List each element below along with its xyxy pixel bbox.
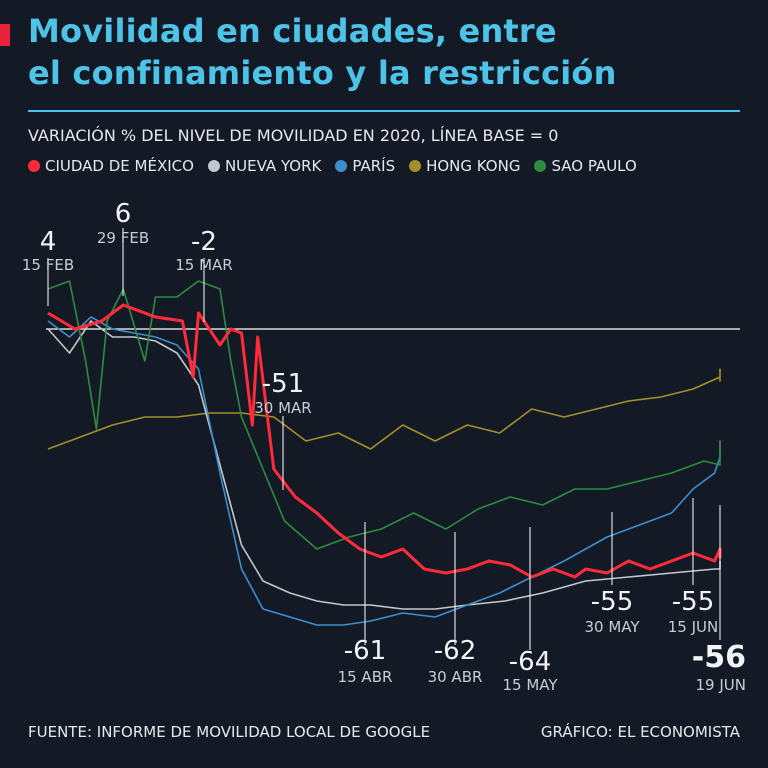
legend-item: NUEVA YORK xyxy=(207,157,322,175)
legend-label: HONG KONG xyxy=(426,157,521,175)
title-line-1: Movilidad en ciudades, entre xyxy=(28,12,557,50)
annotation-value: -61 xyxy=(344,636,386,666)
series-line xyxy=(47,280,721,550)
accent-bar xyxy=(0,24,10,46)
legend-swatch xyxy=(534,160,547,172)
annotation-date: 30 MAR xyxy=(254,399,311,417)
annotation-date: 29 FEB xyxy=(97,229,149,247)
credit-note: GRÁFICO: EL ECONOMISTA xyxy=(540,723,740,741)
annotation-date: 19 JUN xyxy=(696,676,746,694)
series-layer xyxy=(47,280,722,626)
title-divider xyxy=(28,110,740,112)
annotation-value: -55 xyxy=(591,587,633,617)
annotation-value: 4 xyxy=(40,227,57,257)
annotation-value: -55 xyxy=(672,587,714,617)
annotation-date: 15 FEB xyxy=(22,256,74,274)
legend-swatch xyxy=(207,160,220,172)
legend-item: SAO PAULO xyxy=(534,157,637,175)
legend-label: CIUDAD DE MÉXICO xyxy=(45,157,194,175)
legend-item: HONG KONG xyxy=(409,157,520,175)
legend: CIUDAD DE MÉXICO NUEVA YORK PARÍS HONG KONG… xyxy=(28,157,637,175)
legend-swatch xyxy=(335,160,348,172)
annotation-value: -56 xyxy=(692,640,746,675)
annotation-date: 15 MAY xyxy=(502,676,558,694)
chart-title: Movilidad en ciudades, entre el confinam… xyxy=(28,10,758,94)
annotation-date: 15 MAR xyxy=(175,256,232,274)
series-line xyxy=(47,303,722,579)
legend-label: SAO PAULO xyxy=(551,157,637,175)
annotation-value: 6 xyxy=(115,199,132,229)
annotation-date: 15 JUN xyxy=(668,618,718,636)
legend-item: CIUDAD DE MÉXICO xyxy=(28,157,194,175)
annotation-value: -2 xyxy=(191,227,217,257)
legend-label: PARÍS xyxy=(352,157,396,175)
legend-label: NUEVA YORK xyxy=(224,157,322,175)
chart-subtitle: VARIACIÓN % DEL NIVEL DE MOVILIDAD EN 20… xyxy=(28,126,559,145)
annotation-value: -51 xyxy=(262,369,304,399)
annotation-date: 15 ABR xyxy=(338,668,393,686)
annotation-value: -64 xyxy=(509,647,551,677)
title-line-2: el confinamiento y la restricción xyxy=(28,54,617,92)
annotation-date: 30 ABR xyxy=(428,668,483,686)
series-line xyxy=(47,316,721,626)
legend-item: PARÍS xyxy=(335,157,395,175)
annotation-value: -62 xyxy=(434,636,476,666)
series-line xyxy=(47,368,721,450)
source-note: FUENTE: INFORME DE MOVILIDAD LOCAL DE GO… xyxy=(28,723,431,741)
annotation-date: 30 MAY xyxy=(584,618,640,636)
legend-swatch xyxy=(409,160,422,172)
legend-swatch xyxy=(28,160,40,172)
